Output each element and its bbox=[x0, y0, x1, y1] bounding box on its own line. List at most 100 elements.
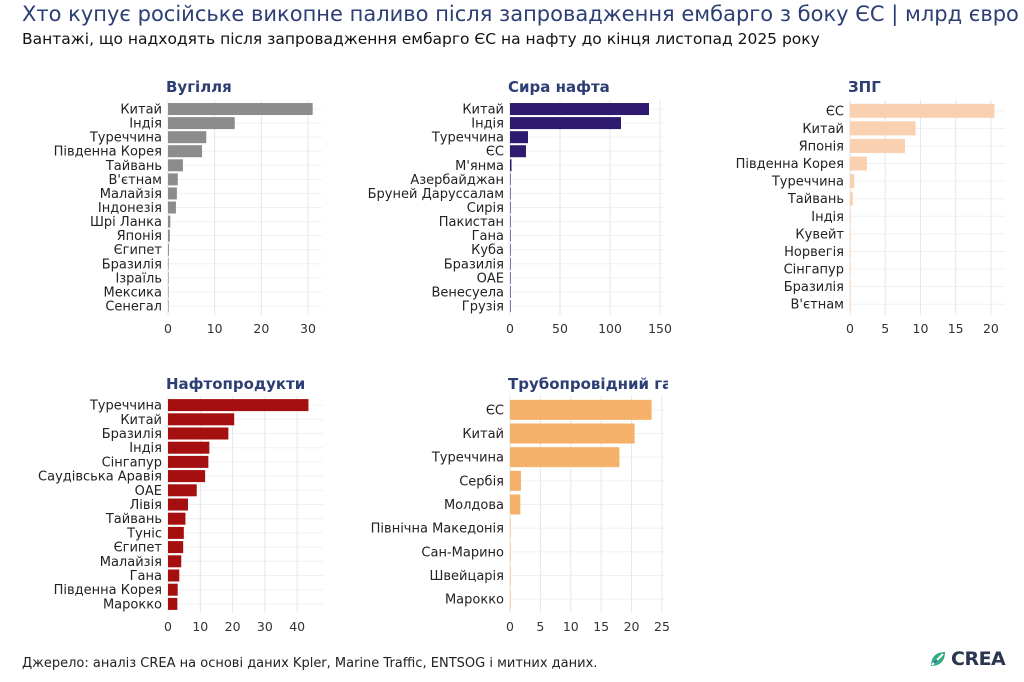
category-label: Бруней Даруссалам bbox=[368, 187, 504, 202]
bar bbox=[510, 131, 528, 144]
bar bbox=[510, 173, 511, 186]
category-label: Південна Корея bbox=[54, 583, 162, 598]
category-label: ЄС bbox=[486, 145, 504, 160]
chart-title: Сира нафта bbox=[508, 78, 610, 96]
x-tick-label: 20 bbox=[225, 619, 241, 634]
bar bbox=[168, 498, 189, 511]
bar bbox=[168, 569, 180, 582]
category-label: Південна Корея bbox=[736, 157, 844, 172]
category-label: Індія bbox=[129, 441, 162, 456]
x-tick-label: 0 bbox=[506, 619, 514, 634]
category-label: Південна Корея bbox=[54, 145, 162, 160]
category-label: Сінгапур bbox=[784, 263, 844, 278]
bar bbox=[510, 299, 511, 312]
category-label: Куба bbox=[471, 243, 504, 258]
chart-title: Трубопровідний газ bbox=[508, 375, 681, 393]
bar bbox=[850, 244, 851, 259]
bar bbox=[510, 589, 511, 610]
category-label: Швейцарія bbox=[429, 569, 504, 584]
category-label: Індія bbox=[471, 117, 504, 132]
x-tick-label: 10 bbox=[563, 619, 579, 634]
bar bbox=[510, 215, 511, 228]
category-label: В'єтнам bbox=[109, 173, 162, 188]
x-tick-label: 0 bbox=[164, 321, 172, 336]
crea-leaf-icon bbox=[931, 652, 945, 666]
source-note: Джерело: аналіз CREA на основі даних Kpl… bbox=[22, 656, 598, 671]
category-label: Індонезія bbox=[98, 201, 162, 216]
bar bbox=[168, 103, 313, 116]
bar bbox=[168, 413, 235, 426]
bar bbox=[510, 541, 511, 562]
bar bbox=[510, 271, 511, 284]
bar bbox=[510, 187, 511, 200]
category-label: Сирія bbox=[467, 201, 504, 216]
bar bbox=[850, 121, 916, 136]
category-label: Бразилія bbox=[784, 280, 844, 295]
bar bbox=[510, 518, 511, 539]
category-label: ЄС bbox=[486, 403, 504, 418]
x-tick-label: 0 bbox=[506, 321, 514, 336]
category-label: Тайвань bbox=[787, 192, 844, 207]
category-label: Єгипет bbox=[114, 243, 163, 258]
x-tick-label: 20 bbox=[983, 321, 999, 336]
x-tick-label: 20 bbox=[624, 619, 640, 634]
x-tick-label: 15 bbox=[948, 321, 964, 336]
category-label: Марокко bbox=[445, 593, 504, 608]
category-label: Китай bbox=[120, 413, 162, 428]
bar bbox=[510, 447, 620, 468]
x-tick-label: 15 bbox=[593, 619, 609, 634]
bar bbox=[168, 285, 169, 298]
bar bbox=[850, 191, 853, 206]
category-label: Ізраїль bbox=[115, 271, 162, 286]
x-tick-label: 0 bbox=[164, 619, 172, 634]
category-label: Грузія bbox=[462, 299, 504, 314]
category-label: Малайзія bbox=[100, 555, 162, 570]
bar bbox=[168, 215, 171, 228]
category-label: Кувейт bbox=[795, 227, 844, 242]
bar bbox=[510, 229, 511, 242]
category-label: Індія bbox=[811, 210, 844, 225]
bar bbox=[168, 597, 178, 610]
bar bbox=[168, 555, 182, 568]
bar bbox=[510, 565, 511, 586]
bar bbox=[850, 174, 855, 189]
bar bbox=[850, 279, 851, 294]
bar bbox=[510, 201, 511, 214]
bar bbox=[168, 229, 170, 242]
category-label: Мексика bbox=[104, 285, 162, 300]
bar bbox=[850, 209, 851, 224]
bar bbox=[168, 541, 184, 554]
category-label: Молдова bbox=[444, 498, 504, 513]
bar bbox=[168, 512, 186, 525]
chart-panel-3: ЗПГ ЄС Китай Японія Південна Корея Туреччина Т… bbox=[736, 78, 1005, 336]
chart-title: Вугілля bbox=[166, 78, 232, 96]
category-label: Бразилія bbox=[444, 257, 504, 272]
category-label: Туніс bbox=[126, 526, 162, 541]
category-label: Азербайджан bbox=[410, 173, 504, 188]
logo-text: CREA bbox=[951, 648, 1006, 670]
bar bbox=[510, 117, 621, 130]
x-tick-label: 100 bbox=[598, 321, 622, 336]
bar bbox=[168, 131, 207, 144]
bar bbox=[168, 399, 309, 412]
chart-panel-4: Нафтопродукти ТуреччинаКитайБразиліяІндія… bbox=[38, 375, 323, 634]
category-label: ОАЕ bbox=[477, 271, 504, 286]
category-label: Японія bbox=[117, 229, 162, 244]
x-tick-label: 40 bbox=[289, 619, 305, 634]
category-label: Туреччина bbox=[89, 399, 162, 414]
bar bbox=[510, 399, 652, 420]
bar bbox=[510, 159, 512, 172]
category-label: Сінгапур bbox=[102, 455, 162, 470]
bar bbox=[168, 271, 169, 284]
bar bbox=[850, 226, 851, 241]
category-label: Єгипет bbox=[114, 541, 163, 556]
category-label: ЄС bbox=[826, 104, 844, 119]
bar bbox=[510, 257, 511, 270]
category-label: Туреччина bbox=[89, 131, 162, 146]
x-tick-label: 5 bbox=[536, 619, 544, 634]
category-label: Туреччина bbox=[431, 131, 504, 146]
bar bbox=[850, 262, 851, 277]
bar bbox=[510, 423, 635, 444]
category-label: Туреччина bbox=[771, 175, 844, 190]
bar bbox=[850, 138, 905, 153]
